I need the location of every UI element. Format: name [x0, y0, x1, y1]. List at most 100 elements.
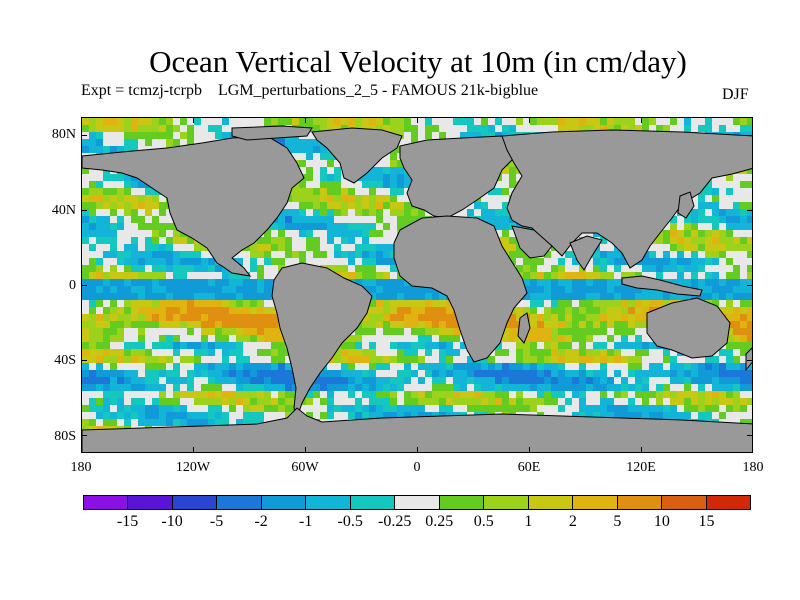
field-cell: [334, 174, 341, 181]
field-cell: [89, 391, 96, 398]
field-cell: [362, 370, 369, 377]
field-cell: [544, 391, 551, 398]
field-cell: [565, 335, 572, 342]
field-cell: [551, 265, 558, 272]
field-cell: [544, 293, 551, 300]
field-cell: [96, 132, 103, 139]
field-cell: [369, 300, 376, 307]
field-cell: [278, 405, 285, 412]
field-cell: [257, 377, 264, 384]
field-cell: [649, 265, 656, 272]
field-cell: [96, 412, 103, 419]
field-cell: [117, 321, 124, 328]
field-cell: [523, 279, 530, 286]
field-cell: [614, 398, 621, 405]
field-cell: [264, 377, 271, 384]
field-cell: [551, 398, 558, 405]
field-cell: [215, 377, 222, 384]
field-cell: [719, 202, 726, 209]
field-cell: [551, 405, 558, 412]
field-cell: [173, 118, 180, 125]
field-cell: [397, 223, 404, 230]
field-cell: [593, 363, 600, 370]
field-cell: [607, 398, 614, 405]
field-cell: [334, 181, 341, 188]
field-cell: [215, 265, 222, 272]
field-cell: [327, 181, 334, 188]
field-cell: [544, 258, 551, 265]
field-cell: [222, 342, 229, 349]
field-cell: [628, 412, 635, 419]
field-cell: [278, 237, 285, 244]
field-cell: [222, 125, 229, 132]
field-cell: [684, 377, 691, 384]
field-cell: [250, 300, 257, 307]
field-cell: [243, 419, 250, 426]
field-cell: [635, 384, 642, 391]
field-cell: [369, 209, 376, 216]
field-cell: [544, 384, 551, 391]
field-cell: [131, 293, 138, 300]
field-cell: [131, 349, 138, 356]
field-cell: [530, 335, 537, 342]
field-cell: [376, 251, 383, 258]
field-cell: [369, 377, 376, 384]
field-cell: [131, 314, 138, 321]
field-cell: [285, 237, 292, 244]
field-cell: [96, 118, 103, 125]
field-cell: [684, 223, 691, 230]
field-cell: [740, 265, 747, 272]
field-cell: [747, 377, 752, 384]
field-cell: [509, 230, 516, 237]
field-cell: [432, 384, 439, 391]
field-cell: [719, 118, 726, 125]
field-cell: [411, 405, 418, 412]
field-cell: [96, 342, 103, 349]
field-cell: [488, 363, 495, 370]
field-cell: [124, 307, 131, 314]
field-cell: [250, 412, 257, 419]
field-cell: [236, 384, 243, 391]
field-cell: [537, 384, 544, 391]
field-cell: [187, 419, 194, 426]
field-cell: [229, 412, 236, 419]
field-cell: [418, 300, 425, 307]
lon-label-60e: 60E: [517, 460, 541, 475]
field-cell: [432, 349, 439, 356]
field-cell: [117, 314, 124, 321]
field-cell: [705, 272, 712, 279]
field-cell: [138, 244, 145, 251]
field-cell: [348, 272, 355, 279]
field-cell: [215, 300, 222, 307]
field-cell: [376, 160, 383, 167]
field-cell: [551, 118, 558, 125]
field-cell: [124, 188, 131, 195]
field-cell: [138, 335, 145, 342]
field-cell: [208, 398, 215, 405]
field-cell: [117, 363, 124, 370]
field-cell: [369, 391, 376, 398]
field-cell: [152, 216, 159, 223]
field-cell: [110, 293, 117, 300]
field-cell: [110, 223, 117, 230]
field-cell: [89, 314, 96, 321]
field-cell: [236, 118, 243, 125]
field-cell: [397, 363, 404, 370]
field-cell: [194, 132, 201, 139]
field-cell: [712, 251, 719, 258]
field-cell: [516, 342, 523, 349]
field-cell: [285, 377, 292, 384]
field-cell: [691, 237, 698, 244]
field-cell: [467, 370, 474, 377]
field-cell: [523, 342, 530, 349]
field-cell: [607, 314, 614, 321]
field-cell: [362, 328, 369, 335]
field-cell: [117, 279, 124, 286]
field-cell: [124, 328, 131, 335]
field-cell: [131, 391, 138, 398]
field-cell: [635, 349, 642, 356]
field-cell: [117, 412, 124, 419]
field-cell: [670, 356, 677, 363]
field-cell: [180, 328, 187, 335]
field-cell: [530, 370, 537, 377]
